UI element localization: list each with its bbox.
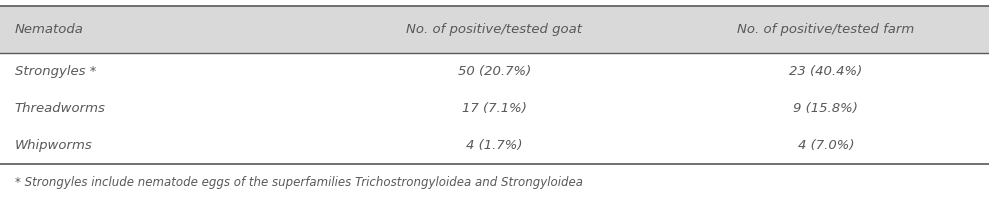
Text: 17 (7.1%): 17 (7.1%) <box>462 102 527 115</box>
Text: No. of positive/tested goat: No. of positive/tested goat <box>406 23 583 36</box>
Text: 50 (20.7%): 50 (20.7%) <box>458 65 531 78</box>
Text: * Strongyles include nematode eggs of the superfamilies Trichostrongyloidea and : * Strongyles include nematode eggs of th… <box>15 176 583 189</box>
FancyBboxPatch shape <box>0 6 989 53</box>
Text: Strongyles *: Strongyles * <box>15 65 96 78</box>
Text: 23 (40.4%): 23 (40.4%) <box>789 65 862 78</box>
Text: No. of positive/tested farm: No. of positive/tested farm <box>737 23 915 36</box>
Text: Threadworms: Threadworms <box>15 102 106 115</box>
Text: 4 (1.7%): 4 (1.7%) <box>466 139 523 151</box>
Text: Whipworms: Whipworms <box>15 139 93 151</box>
Text: 4 (7.0%): 4 (7.0%) <box>797 139 854 151</box>
Text: Nematoda: Nematoda <box>15 23 84 36</box>
Text: 9 (15.8%): 9 (15.8%) <box>793 102 858 115</box>
